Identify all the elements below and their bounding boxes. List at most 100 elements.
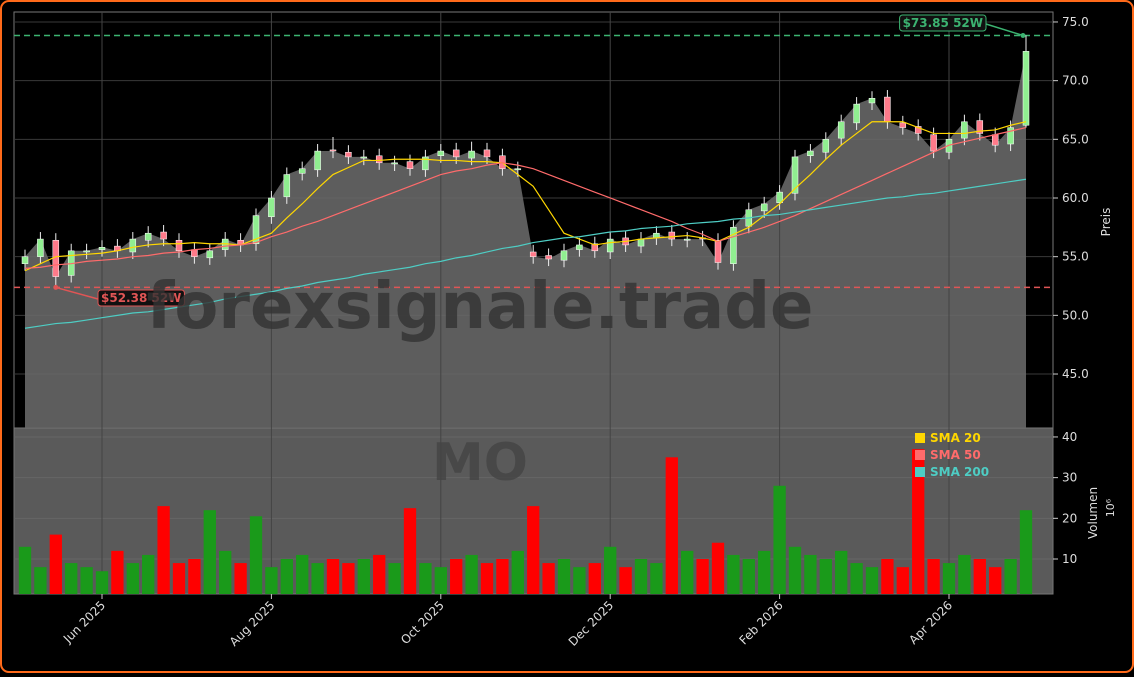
volume-bar (665, 457, 678, 594)
candle-body (129, 238, 137, 253)
candle-body (144, 232, 152, 241)
volume-bar (896, 567, 909, 594)
y-tick-label: 55.0 (1062, 250, 1089, 264)
volume-bar (758, 550, 771, 594)
volume-bar (126, 563, 139, 594)
candle-body (468, 150, 475, 159)
volume-bar (542, 563, 555, 594)
candle-body (314, 150, 321, 171)
volume-bar (265, 567, 278, 594)
volume-bar (18, 546, 32, 594)
candle-body (868, 98, 876, 104)
volume-bar (49, 534, 62, 594)
volume-bar (527, 506, 540, 594)
candle-body (961, 121, 968, 139)
volume-bar (989, 567, 1002, 594)
volume-bar (573, 567, 586, 594)
volume-bar (1019, 510, 1033, 594)
volume-bar (973, 559, 986, 594)
volume-bar (496, 559, 509, 594)
volume-bar (681, 550, 694, 594)
volume-bar (634, 559, 648, 594)
volume-bar (742, 559, 755, 594)
volume-bar (465, 554, 478, 594)
candle-body (760, 203, 768, 212)
candle-body (483, 149, 491, 158)
volume-bar (711, 542, 725, 594)
legend-label: SMA 50 (930, 448, 981, 462)
volume-bar (65, 563, 78, 594)
volume-bar (403, 508, 417, 594)
legend-label: SMA 20 (930, 431, 981, 445)
candle-body (83, 250, 90, 253)
candle-body (637, 238, 645, 247)
sma-line (24, 178, 1027, 329)
candle-body (899, 122, 907, 128)
candle-body (21, 256, 29, 264)
y-tick-label: 50.0 (1062, 308, 1089, 322)
candle-body (52, 239, 60, 277)
volume-bar (434, 567, 447, 594)
volume-bar (696, 559, 709, 594)
y-tick-label: 40 (1062, 430, 1077, 444)
candle-body (606, 238, 614, 253)
candle-body (591, 243, 599, 252)
volume-bar (203, 510, 216, 594)
watermark: forexsignale.trade (147, 270, 814, 344)
y-tick-label: 75.0 (1062, 15, 1089, 29)
volume-bar (727, 554, 740, 594)
volume-bar (95, 571, 109, 594)
volume-bar (219, 550, 232, 594)
y-tick-label: 65.0 (1062, 132, 1089, 146)
y-axis-label: Preis (1099, 208, 1113, 237)
annotation-arrow-head (53, 284, 59, 290)
candle-body (298, 168, 306, 174)
volume-bar (958, 554, 971, 594)
candle-body (452, 149, 460, 158)
volume-bar (650, 563, 663, 594)
candle-body (807, 150, 814, 157)
candle-body (268, 197, 275, 218)
annotation-box (97, 289, 185, 307)
candle-body (837, 121, 845, 139)
volume-bar (788, 546, 802, 594)
annotation-box (899, 14, 987, 32)
candle-body (1022, 51, 1030, 126)
y-tick-label: 30 (1062, 471, 1077, 485)
legend-swatch (915, 450, 925, 460)
candle-body (329, 149, 337, 152)
volume-bar (296, 554, 309, 594)
candle-body (98, 247, 106, 250)
candle-body (683, 238, 691, 241)
volume-bar (111, 550, 124, 594)
volume-bar (342, 563, 355, 594)
candle-body (37, 238, 44, 257)
volume-bar (511, 550, 524, 594)
candle-body (914, 126, 922, 134)
candle-body (1007, 127, 1014, 145)
candle-body (175, 239, 183, 252)
volume-bar (942, 563, 956, 594)
volume-bar (249, 516, 263, 594)
volume-bar (773, 485, 786, 594)
volume-bar (865, 567, 879, 594)
y-tick-label: 10 (1062, 552, 1077, 566)
candle-body (560, 250, 568, 261)
y-tick-label: 20 (1062, 511, 1077, 525)
candle-body (668, 231, 676, 240)
candle-body (514, 168, 522, 171)
candle-body (576, 244, 583, 250)
volume-bar (819, 559, 832, 594)
sma-line (24, 121, 1027, 272)
candle-body (791, 156, 799, 194)
candle-body (991, 134, 999, 146)
candle-body (283, 174, 291, 198)
volume-bar (480, 563, 494, 594)
candle-body (160, 231, 167, 240)
volume-bar (188, 559, 201, 594)
candle-body (437, 150, 445, 157)
legend-label: SMA 200 (930, 465, 989, 479)
candle-body (545, 255, 552, 260)
volume-bar (850, 563, 863, 594)
